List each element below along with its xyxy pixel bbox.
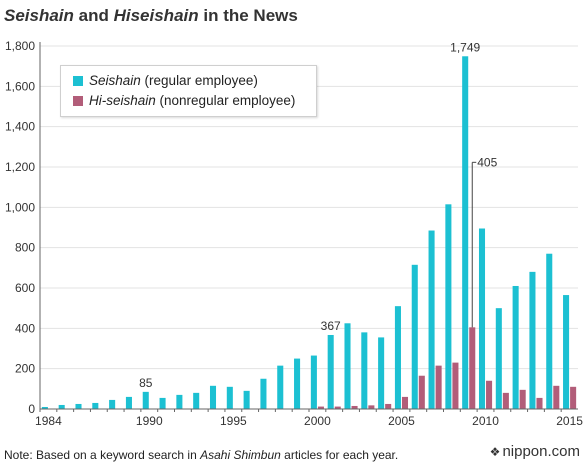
title-hiseishain: Hiseishain (113, 6, 199, 25)
bar-seishain (209, 385, 217, 409)
legend-item-hiseishain: Hi-seishain (nonregular employee) (73, 93, 295, 108)
bar-hiseishain (368, 405, 375, 409)
bar-seishain (344, 323, 351, 409)
bar-hiseishain (452, 362, 459, 409)
bar-seishain (176, 394, 183, 409)
legend-swatch-hiseishain (73, 96, 83, 106)
tick-labels: 0 200 400 600 800 1,000 1,200 1,400 1,600 1,800 19… (5, 39, 583, 428)
bar-hiseishain (334, 406, 341, 409)
title-rest: in the News (198, 6, 298, 25)
bar-seishain (92, 402, 99, 409)
bar-hiseishain (351, 405, 358, 409)
bar-hiseishain (502, 392, 509, 409)
bar-seishain (394, 306, 401, 409)
y-tick-label: 1,800 (5, 39, 35, 53)
bar-hiseishain (418, 375, 425, 409)
y-tick-label: 400 (15, 321, 35, 335)
annotations: 85 367 1,749 405 (139, 40, 498, 390)
bar-seishain (445, 204, 452, 409)
y-tick-label: 800 (15, 241, 35, 255)
bar-seishain (243, 390, 250, 409)
y-tick-label: 1,600 (5, 79, 35, 93)
bar-seishain (361, 332, 368, 409)
nippon-logo-icon: ❖ (489, 445, 501, 459)
bar-hiseishain (317, 406, 324, 409)
x-tick-label: 1990 (136, 414, 163, 428)
bar-seishain (109, 399, 116, 409)
bar-seishain (529, 271, 536, 409)
bar-hiseishain (536, 397, 543, 409)
bar-hiseishain (469, 327, 476, 409)
data-label: 85 (139, 376, 153, 390)
bar-seishain (428, 230, 435, 409)
bar-seishain (125, 396, 132, 409)
brand-text: nippon.com (502, 443, 580, 460)
y-tick-label: 1,400 (5, 120, 35, 134)
bar-seishain (411, 264, 418, 409)
x-tick-label: 2005 (388, 414, 415, 428)
x-tick-label: 2010 (472, 414, 499, 428)
x-tick-label: 2000 (304, 414, 331, 428)
legend-label-hiseishain-italic: Hi-seishain (89, 93, 156, 108)
title-and: and (73, 6, 114, 25)
bar-seishain (512, 285, 519, 409)
y-tick-label: 1,000 (5, 200, 35, 214)
x-tick-label: 1995 (220, 414, 247, 428)
bar-seishain (327, 334, 334, 409)
bar-seishain (41, 406, 48, 409)
data-label: 367 (321, 319, 341, 333)
bar-seishain (563, 295, 570, 409)
bar-hiseishain (401, 396, 409, 409)
legend: Seishain (regular employee) Hi-seishain … (60, 65, 317, 117)
x-tick-label: 2015 (556, 414, 583, 428)
bar-seishain (478, 228, 486, 409)
bar-seishain (226, 386, 233, 409)
bar-seishain (142, 391, 149, 409)
x-tick-label: 1984 (35, 414, 62, 428)
legend-item-seishain: Seishain (regular employee) (73, 73, 258, 88)
brand-logo: ❖ nippon.com (490, 443, 580, 460)
bar-seishain (58, 404, 65, 409)
note-source: Asahi Shimbun (200, 448, 281, 462)
bar-hiseishain (435, 365, 442, 409)
bar-seishain (260, 378, 267, 409)
y-tick-label: 1,200 (5, 160, 35, 174)
title-seishain: Seishain (4, 6, 74, 25)
bar-seishain (193, 392, 200, 409)
y-tick-label: 200 (15, 362, 35, 376)
legend-label-seishain-rest: (regular employee) (140, 73, 258, 88)
bar-hiseishain (519, 389, 526, 409)
bar-hiseishain (385, 403, 392, 409)
bar-hiseishain (553, 385, 560, 409)
legend-swatch-seishain (73, 76, 83, 86)
legend-label-seishain-italic: Seishain (89, 73, 141, 88)
y-tick-label: 0 (28, 402, 35, 416)
data-label: 405 (477, 155, 497, 169)
axes (39, 42, 578, 412)
y-tick-label: 600 (15, 281, 35, 295)
bar-seishain (495, 308, 502, 409)
bar-seishain (294, 358, 301, 409)
chart-title: Seishain and Hiseishain in the News (4, 6, 298, 26)
bar-seishain (462, 56, 469, 409)
bar-seishain (310, 355, 317, 409)
bars (41, 56, 577, 409)
bar-seishain (378, 337, 385, 409)
bar-hiseishain (486, 380, 493, 409)
note-suffix: articles for each year. (280, 448, 399, 462)
bar-seishain (159, 397, 166, 409)
note-prefix: Note: Based on a keyword search in (4, 448, 201, 462)
bar-hiseishain (570, 386, 577, 409)
bar-seishain (75, 403, 82, 409)
legend-label-hiseishain-rest: (nonregular employee) (155, 93, 296, 108)
data-label: 1,749 (450, 40, 480, 54)
source-note: Note: Based on a keyword search in Asahi… (4, 448, 398, 462)
bar-seishain (546, 253, 553, 409)
bar-seishain (277, 365, 284, 409)
